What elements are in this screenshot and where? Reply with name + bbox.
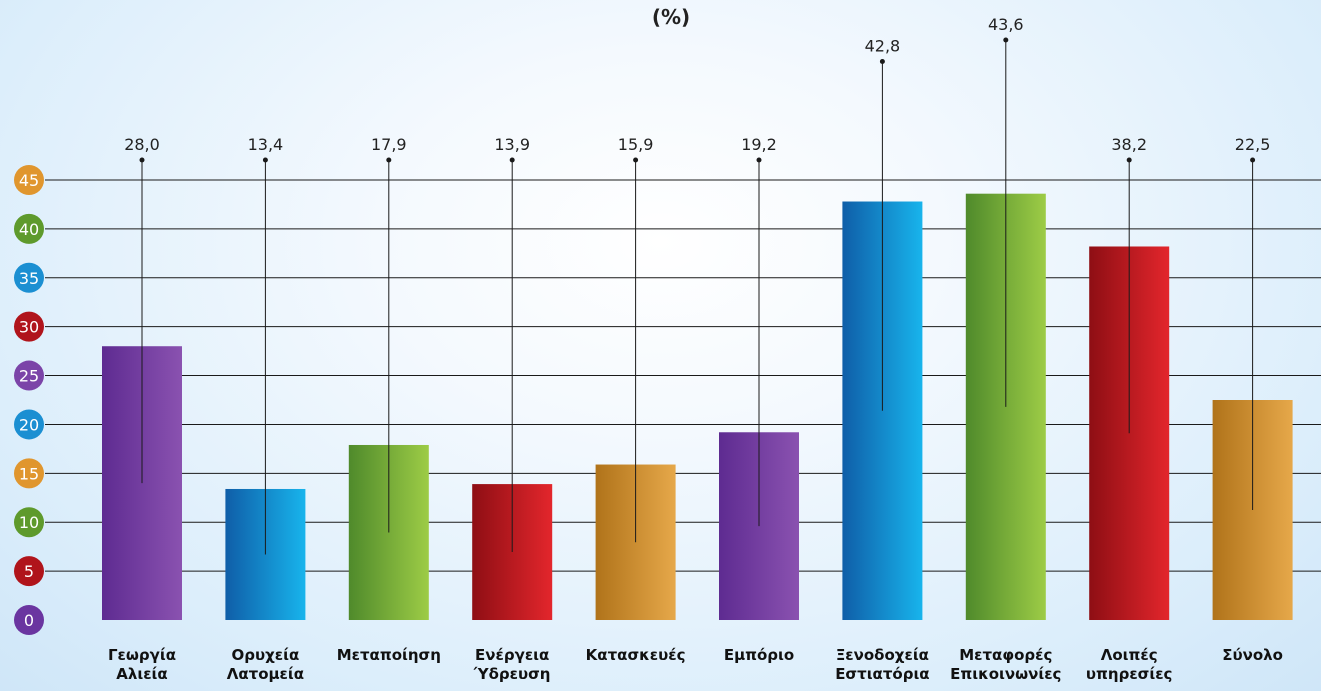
value-label-1: 28,0 [124,135,160,154]
y-tick-label-10: 10 [19,513,39,532]
y-tick-label-15: 15 [19,464,39,483]
value-label-5: 15,9 [618,135,654,154]
value-leader-dot-4 [509,157,515,163]
value-leader-dot-6 [756,157,762,163]
unit-label: (%) [652,5,690,29]
category-label-2-1: Ορυχεία [232,646,300,664]
value-label-9: 38,2 [1111,135,1147,154]
category-label-7-2: Εστιατόρια [835,665,929,683]
value-label-8: 43,6 [988,15,1024,34]
category-label-7-1: Ξενοδοχεία [836,646,929,664]
y-tick-label-5: 5 [24,562,34,581]
value-leader-dot-8 [1003,37,1009,43]
y-tick-badge-5 [14,556,44,587]
category-label-6-1: Εμπόριο [724,646,794,664]
y-tick-badge-10 [14,507,44,538]
category-label-9-2: υπηρεσίες [1086,665,1173,683]
y-tick-label-40: 40 [19,220,39,239]
y-tick-label-25: 25 [19,367,39,386]
category-label-10-1: Σύνολο [1222,646,1283,664]
value-label-7: 42,8 [865,37,901,56]
y-tick-badge-15 [14,458,44,489]
value-label-4: 13,9 [494,135,530,154]
value-label-3: 17,9 [371,135,407,154]
value-leader-dot-2 [262,157,268,163]
category-label-5-1: Κατασκευές [586,646,686,664]
category-label-8-1: Μεταφορές [959,646,1052,664]
category-label-1-1: Γεωργία [108,646,176,664]
value-leader-dot-5 [633,157,639,163]
y-tick-badge-20 [14,409,44,440]
y-tick-label-0: 0 [24,611,34,630]
category-label-3-1: Μεταποίηση [337,646,441,664]
value-leader-dot-9 [1126,157,1132,163]
value-labels: 28,0 13,4 17,9 13,9 15,9 19,2 42,8 43,6 38,2 22,5 [124,15,1271,555]
y-tick-badge-0 [14,605,44,635]
value-label-10: 22,5 [1235,135,1271,154]
value-label-2: 13,4 [248,135,284,154]
category-label-4-1: Ενέργεια [475,646,549,664]
y-tick-badge-25 [14,360,44,391]
bars [102,193,1293,620]
value-leader-dot-7 [879,59,885,65]
category-label-4-2: Ύδρευση [473,665,551,683]
y-axis-ticks: 0 5 10 15 20 25 30 35 40 45 [14,165,44,635]
y-tick-label-20: 20 [19,415,39,434]
value-leader-dot-3 [386,157,392,163]
y-tick-badge-45 [14,165,44,195]
y-tick-label-35: 35 [19,269,39,288]
y-tick-label-30: 30 [19,318,39,337]
category-label-9-1: Λοιπές [1101,646,1158,664]
category-label-2-2: Λατομεία [227,665,304,683]
category-label-1-2: Αλιεία [116,665,167,683]
y-tick-badge-30 [14,311,44,342]
y-tick-badge-40 [14,213,44,244]
y-tick-label-45: 45 [19,171,39,190]
value-label-6: 19,2 [741,135,777,154]
category-label-8-2: Επικοινωνίες [950,665,1061,683]
y-tick-badge-35 [14,262,44,293]
value-leader-dot-10 [1250,157,1256,163]
value-leader-dot-1 [139,157,145,163]
